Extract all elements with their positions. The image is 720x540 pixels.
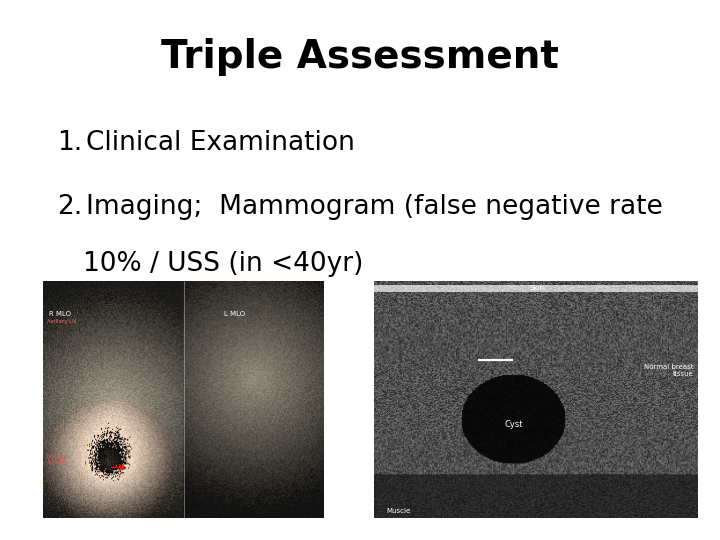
Text: Imaging;  Mammogram (false negative rate: Imaging; Mammogram (false negative rate xyxy=(86,194,663,220)
Text: Muscle: Muscle xyxy=(387,508,411,514)
Text: Primary
Tumor: Primary Tumor xyxy=(47,455,68,465)
Text: Cyst: Cyst xyxy=(505,420,523,429)
Text: Axillary LN: Axillary LN xyxy=(47,319,76,324)
Text: L MLO: L MLO xyxy=(224,311,246,317)
Text: Clinical Examination: Clinical Examination xyxy=(86,130,355,156)
Text: Triple Assessment: Triple Assessment xyxy=(161,38,559,76)
Text: 10% / USS (in <40yr): 10% / USS (in <40yr) xyxy=(83,251,363,277)
Text: Skin: Skin xyxy=(529,285,544,291)
Text: Normal breast
tissue: Normal breast tissue xyxy=(644,364,693,377)
Text: R MLO: R MLO xyxy=(49,311,71,317)
Text: 2.: 2. xyxy=(58,194,83,220)
Text: 1.: 1. xyxy=(58,130,83,156)
